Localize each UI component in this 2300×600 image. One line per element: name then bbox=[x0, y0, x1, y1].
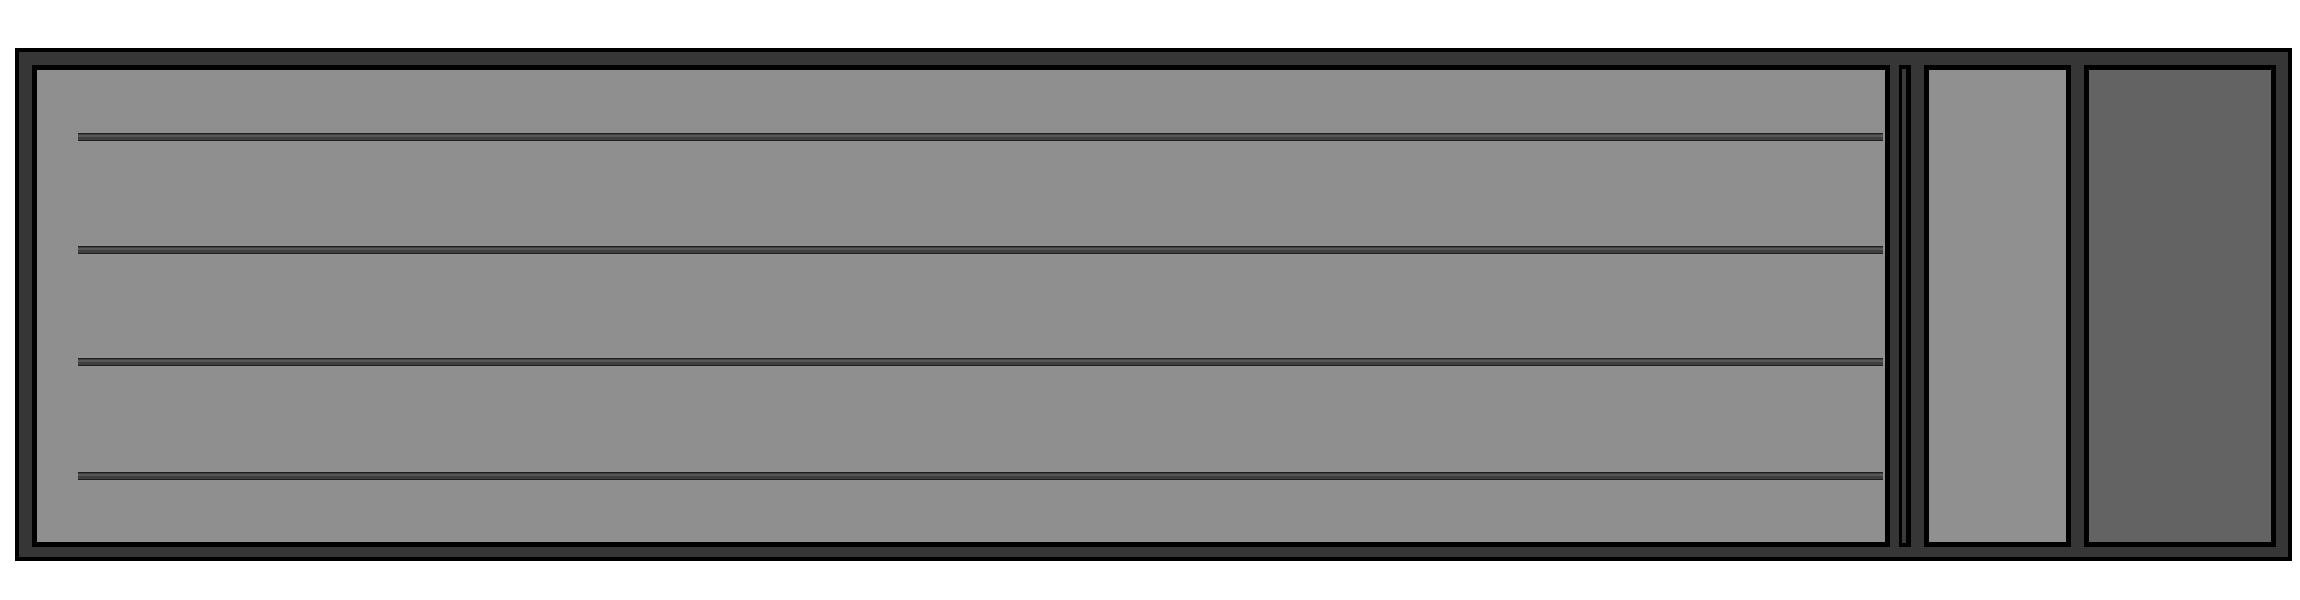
end-panel bbox=[2084, 65, 2276, 547]
rail bbox=[78, 472, 1883, 480]
rail bbox=[78, 358, 1883, 366]
rail bbox=[78, 246, 1883, 254]
main-panel bbox=[32, 65, 1890, 547]
rail bbox=[78, 133, 1883, 141]
outer-frame bbox=[15, 48, 2292, 561]
splitter-handle[interactable] bbox=[1899, 65, 1911, 547]
side-panel bbox=[1924, 65, 2071, 547]
